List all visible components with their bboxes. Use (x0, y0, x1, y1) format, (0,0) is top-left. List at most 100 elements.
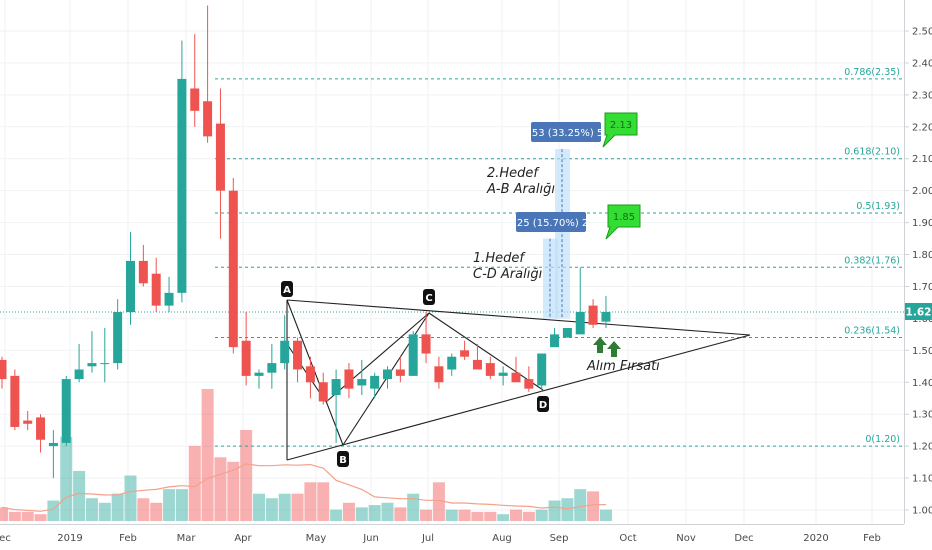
pattern-point-marker (337, 451, 349, 467)
hedef1-line2: C-D Aralığı (473, 267, 543, 282)
candle-body (36, 417, 46, 440)
x-tick-label: 2019 (57, 533, 82, 544)
candle-body (113, 312, 123, 364)
candle-body (562, 327, 572, 338)
candle-body (344, 369, 354, 389)
volume-bar (561, 498, 574, 521)
target-value: 1.85 (613, 212, 635, 223)
y-tick-label: 2.10 (912, 154, 932, 165)
inner-leg-2 (325, 312, 430, 403)
x-tick-label: Dec (734, 533, 753, 544)
candle-body (87, 363, 97, 367)
candle-body (126, 260, 135, 313)
volume-moving-average (1, 463, 606, 512)
candle-body (370, 375, 380, 389)
candle-body (537, 353, 547, 386)
volume-bar (304, 482, 317, 521)
candle-body (460, 350, 470, 357)
volume-bar (278, 493, 291, 521)
volume-bar (188, 445, 201, 521)
candle-body (203, 101, 213, 137)
x-tick-label: 2020 (803, 533, 828, 544)
volume-bar (85, 498, 98, 521)
fib-level-label: 0.786(2.35) (844, 67, 900, 78)
volume-bar (124, 475, 137, 521)
candle-body (524, 379, 534, 389)
candle-body (151, 273, 161, 306)
candle-body (228, 190, 238, 348)
candle-body (10, 375, 20, 427)
x-tick-label: Aug (492, 533, 512, 544)
volume-bar (201, 389, 214, 521)
candle-body (511, 372, 521, 383)
volume-bar (368, 505, 381, 521)
candle-body (357, 379, 367, 386)
target-value: 2.13 (610, 120, 632, 131)
candle-body (100, 363, 110, 365)
fib-level-label: 0(1.20) (865, 434, 900, 445)
y-axis: 2.502.402.302.202.102.001.901.801.701.60… (904, 27, 932, 517)
candle-body (61, 379, 71, 443)
y-tick-label: 1.20 (912, 442, 932, 453)
pattern-drawings: 0.53 (33.25%) 53 0.25 (15.70%) 25 2.13 1.85… (281, 112, 751, 467)
pattern-point-label: C (425, 293, 432, 304)
volume-bar (111, 493, 124, 521)
candle-body (164, 292, 174, 306)
x-tick-label: Jul (421, 533, 434, 544)
volume-bar (8, 511, 21, 521)
x-axis: ec 2019 Feb Mar Apr May Jun Jul Aug Sep Oct Nov Dec 2… (0, 533, 881, 544)
volume-bar (47, 500, 60, 521)
candle-body (280, 340, 290, 364)
y-tick-label: 1.90 (912, 218, 932, 229)
measure-label-bg (516, 212, 586, 232)
candle-body (434, 366, 444, 383)
pattern-point-marker (537, 396, 549, 412)
volume-bar (150, 502, 163, 521)
candle-body (601, 312, 611, 322)
volume-bar (60, 436, 73, 521)
volume-bar (548, 500, 561, 521)
lower-trendline (286, 334, 751, 461)
volume-bar (21, 511, 34, 521)
y-tick-label: 1.80 (912, 250, 932, 261)
last-price-value: 1.62 (906, 307, 932, 319)
last-price-tag: 1.62 (905, 303, 932, 320)
volume-bar (574, 489, 587, 521)
measure-label: 0.53 (33.25%) 53 (522, 128, 609, 139)
x-tick-label: Feb (119, 533, 137, 544)
volume-bar (317, 482, 330, 521)
y-tick-label: 1.40 (912, 378, 932, 389)
target-bubble (602, 112, 638, 148)
x-tick-label: Oct (619, 533, 636, 544)
volume-bar (137, 498, 150, 521)
volume-bar (98, 502, 111, 521)
y-tick-label: 1.50 (912, 346, 932, 357)
buy-arrow-icon (607, 341, 621, 357)
volume-bar (599, 509, 612, 521)
candle-body (293, 340, 303, 370)
candle-body (331, 379, 341, 396)
candle-body (408, 334, 418, 376)
candle-body (254, 372, 264, 376)
volume-bar (265, 498, 278, 521)
candle-body (74, 369, 84, 380)
x-tick-label: Mar (177, 533, 197, 544)
volume-bar (381, 502, 394, 521)
volume-bar (0, 507, 8, 521)
candle-body (575, 312, 585, 335)
pattern-point-marker (423, 289, 435, 305)
candle-body (395, 369, 405, 376)
hedef1-line1: 1.Hedef (473, 251, 526, 266)
volume-bar (253, 493, 265, 521)
volume-bar (407, 493, 420, 521)
volume-bar (587, 491, 600, 521)
volume-bar (535, 509, 548, 521)
candle-body (485, 363, 495, 376)
y-tick-label: 2.30 (912, 90, 932, 101)
volume-bar (432, 482, 445, 521)
volume-bar (175, 489, 188, 521)
y-tick-label: 1.30 (912, 410, 932, 421)
y-tick-label: 2.40 (912, 58, 932, 69)
x-tick-label: ec (0, 533, 11, 544)
